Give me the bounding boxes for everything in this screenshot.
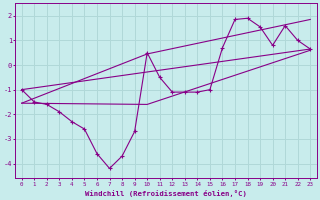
X-axis label: Windchill (Refroidissement éolien,°C): Windchill (Refroidissement éolien,°C) — [85, 190, 247, 197]
